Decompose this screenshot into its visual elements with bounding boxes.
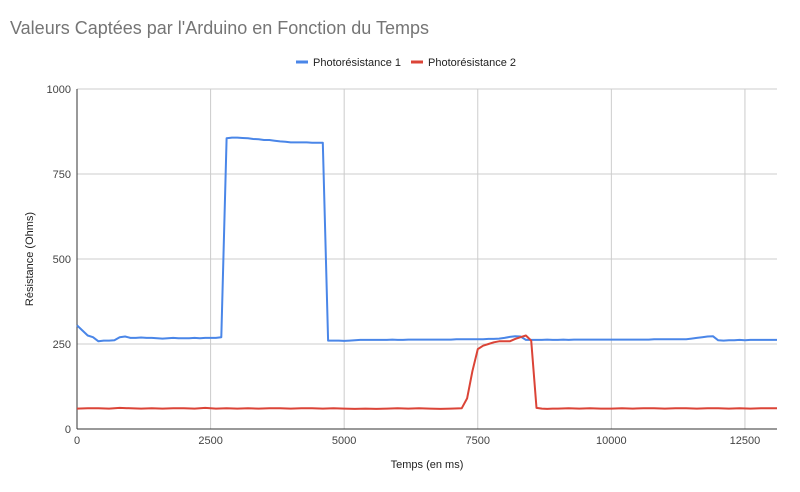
legend-item-2[interactable]: Photorésistance 2 — [411, 57, 516, 69]
x-tick-label: 12500 — [730, 435, 761, 447]
legend-label: Photorésistance 2 — [428, 57, 516, 69]
legend-label: Photorésistance 1 — [313, 57, 401, 69]
x-tick-label: 10000 — [596, 435, 627, 447]
gridlines — [77, 88, 777, 429]
series-lines — [76, 136, 777, 410]
y-axis-label: Résistance (Ohms) — [24, 212, 36, 306]
x-axis-label: Temps (en ms) — [391, 459, 464, 471]
x-tick-label: 2500 — [198, 435, 222, 447]
chart-title: Valeurs Captées par l'Arduino en Fonctio… — [10, 18, 430, 38]
legend[interactable]: Photorésistance 1 Photorésistance 2 — [296, 57, 516, 69]
x-tick-label: 0 — [74, 435, 80, 447]
series-line-2 — [76, 334, 777, 410]
series-line-1 — [76, 136, 777, 343]
x-tick-label: 5000 — [332, 435, 356, 447]
y-tick-label: 750 — [53, 169, 71, 181]
legend-item-1[interactable]: Photorésistance 1 — [296, 57, 401, 69]
y-tick-label: 500 — [53, 254, 71, 266]
y-tick-label: 250 — [53, 339, 71, 351]
y-tick-label: 0 — [65, 424, 71, 436]
x-tick-label: 7500 — [466, 435, 490, 447]
y-tick-label: 1000 — [47, 84, 71, 96]
